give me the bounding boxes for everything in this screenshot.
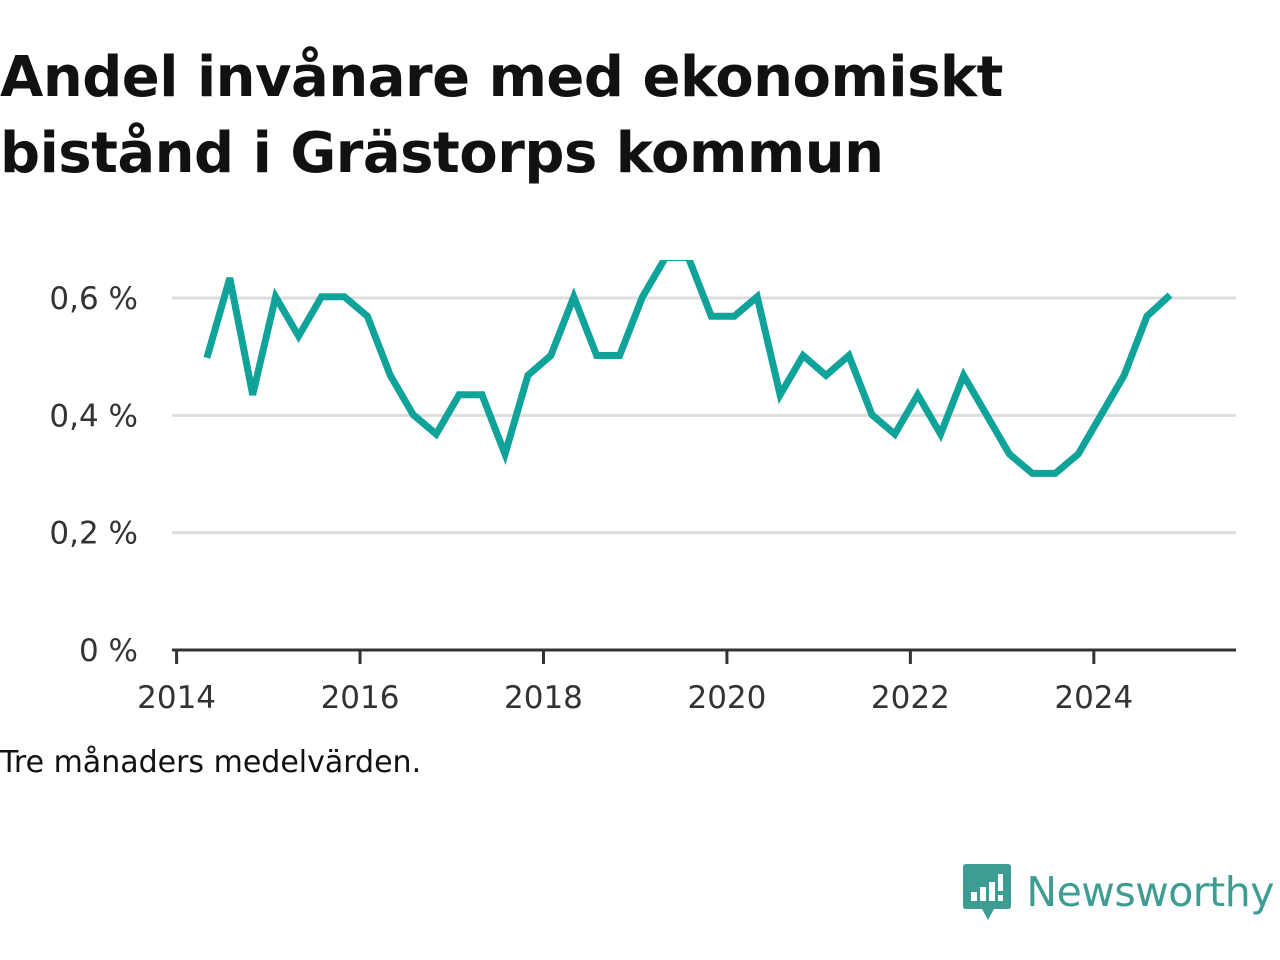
chart-title-line-1: Andel invånare med ekonomiskt xyxy=(0,45,1003,110)
chart-title-line-2: bistånd i Grästorps kommun xyxy=(0,121,884,186)
y-tick-label: 0 % xyxy=(79,633,138,669)
newsworthy-logo-icon xyxy=(963,864,1012,920)
y-tick-label: 0,6 % xyxy=(49,281,138,317)
newsworthy-brand: Newsworthy xyxy=(962,862,1274,922)
x-tick-label: 2020 xyxy=(687,680,766,716)
x-tick-label: 2018 xyxy=(504,680,583,716)
chart-title: Andel invånare med ekonomiskt bistånd i … xyxy=(0,40,1240,192)
x-tick-label: 2016 xyxy=(321,680,400,716)
y-tick-label: 0,4 % xyxy=(49,398,138,434)
y-tick-label: 0,2 % xyxy=(49,516,138,552)
brand-name: Newsworthy xyxy=(1026,868,1274,916)
line-chart: 0 % 0,2 % 0,4 % 0,6 % 2014 2016 2018 2020 2022 20… xyxy=(49,260,1236,716)
chart-caption: Tre månaders medelvärden. xyxy=(0,745,422,780)
series-line xyxy=(203,260,1173,477)
x-tick-label: 2022 xyxy=(871,680,950,716)
x-tick-label: 2014 xyxy=(137,680,216,716)
x-tick-label: 2024 xyxy=(1054,680,1133,716)
